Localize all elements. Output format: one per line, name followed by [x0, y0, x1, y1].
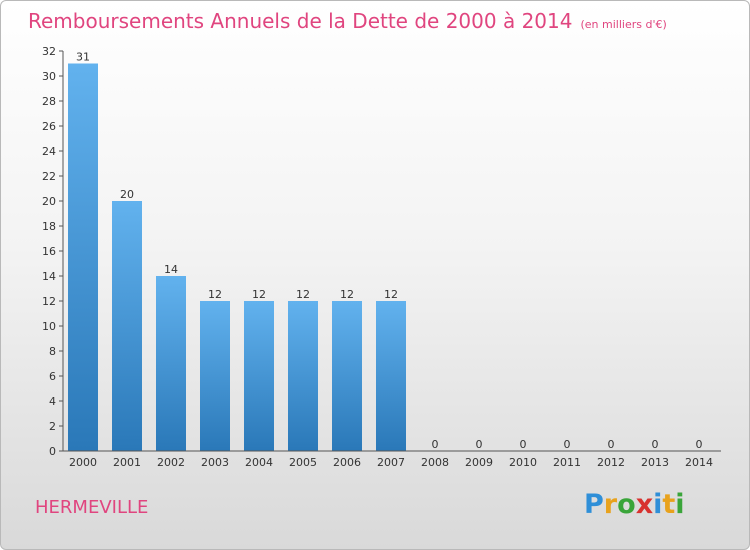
- y-tick-label: 0: [49, 445, 56, 458]
- x-tick-label: 2010: [509, 456, 537, 469]
- bars: 31 20 14 12 12 12 12 12 0 0 0 0 0 0 0: [68, 51, 703, 451]
- brand-letter: o: [617, 489, 636, 520]
- bar-value-label: 20: [120, 188, 134, 201]
- chart-subtitle: (en milliers d'€): [580, 18, 667, 31]
- bar-value-label: 0: [520, 438, 527, 451]
- bar-value-label: 0: [608, 438, 615, 451]
- x-axis: 2000 2001 2002 2003 2004 2005 2006 2007 2008 2009…: [63, 450, 721, 469]
- y-tick-label: 24: [42, 145, 56, 158]
- brand-letter: i: [675, 489, 685, 520]
- x-tick-label: 2007: [377, 456, 405, 469]
- y-tick-label: 6: [49, 370, 56, 383]
- y-tick-label: 18: [42, 220, 56, 233]
- y-tick-label: 30: [42, 70, 56, 83]
- x-tick-label: 2011: [553, 456, 581, 469]
- bar: [332, 301, 362, 451]
- bar-value-label: 31: [76, 51, 90, 64]
- x-tick-label: 2012: [597, 456, 625, 469]
- brand-letter: P: [584, 489, 604, 520]
- bar: [68, 63, 98, 451]
- x-tick-label: 2000: [69, 456, 97, 469]
- x-tick-label: 2004: [245, 456, 273, 469]
- bar-value-label: 0: [564, 438, 571, 451]
- y-tick-label: 32: [42, 45, 56, 58]
- x-tick-label: 2001: [113, 456, 141, 469]
- y-tick-label: 12: [42, 295, 56, 308]
- brand-letter: x: [635, 489, 654, 520]
- bar-value-label: 0: [652, 438, 659, 451]
- bar-value-label: 0: [432, 438, 439, 451]
- chart-title: Remboursements Annuels de la Dette de 20…: [28, 9, 667, 33]
- x-tick-label: 2005: [289, 456, 317, 469]
- bar-value-label: 0: [476, 438, 483, 451]
- bar: [112, 201, 142, 451]
- y-tick-label: 26: [42, 120, 56, 133]
- chart-title-text: Remboursements Annuels de la Dette de 20…: [28, 9, 573, 33]
- commune-name: HERMEVILLE: [35, 497, 149, 518]
- bar-value-label: 12: [340, 288, 354, 301]
- bar-value-label: 14: [164, 263, 178, 276]
- bar: [244, 301, 274, 451]
- brand-letter: r: [603, 489, 618, 520]
- x-tick-label: 2009: [465, 456, 493, 469]
- bar: [156, 276, 186, 451]
- x-tick-label: 2006: [333, 456, 361, 469]
- brand-letter: t: [662, 489, 676, 520]
- y-tick-label: 2: [49, 420, 56, 433]
- bar: [200, 301, 230, 451]
- bar-value-label: 12: [384, 288, 398, 301]
- bar-value-label: 0: [696, 438, 703, 451]
- x-tick-label: 2013: [641, 456, 669, 469]
- bar: [376, 301, 406, 451]
- x-tick-label: 2014: [685, 456, 713, 469]
- x-tick-label: 2003: [201, 456, 229, 469]
- x-tick-label: 2002: [157, 456, 185, 469]
- y-tick-label: 28: [42, 95, 56, 108]
- bar-value-label: 12: [296, 288, 310, 301]
- y-tick-label: 22: [42, 170, 56, 183]
- x-tick-label: 2008: [421, 456, 449, 469]
- y-tick-label: 8: [49, 345, 56, 358]
- y-tick-label: 20: [42, 195, 56, 208]
- bar-value-label: 12: [252, 288, 266, 301]
- bar-value-label: 12: [208, 288, 222, 301]
- proxiti-logo[interactable]: Proxiti: [584, 489, 685, 520]
- brand-letter: i: [653, 489, 663, 520]
- y-tick-label: 16: [42, 245, 56, 258]
- y-tick-label: 10: [42, 320, 56, 333]
- y-tick-label: 4: [49, 395, 56, 408]
- bar: [288, 301, 318, 451]
- y-tick-label: 14: [42, 270, 56, 283]
